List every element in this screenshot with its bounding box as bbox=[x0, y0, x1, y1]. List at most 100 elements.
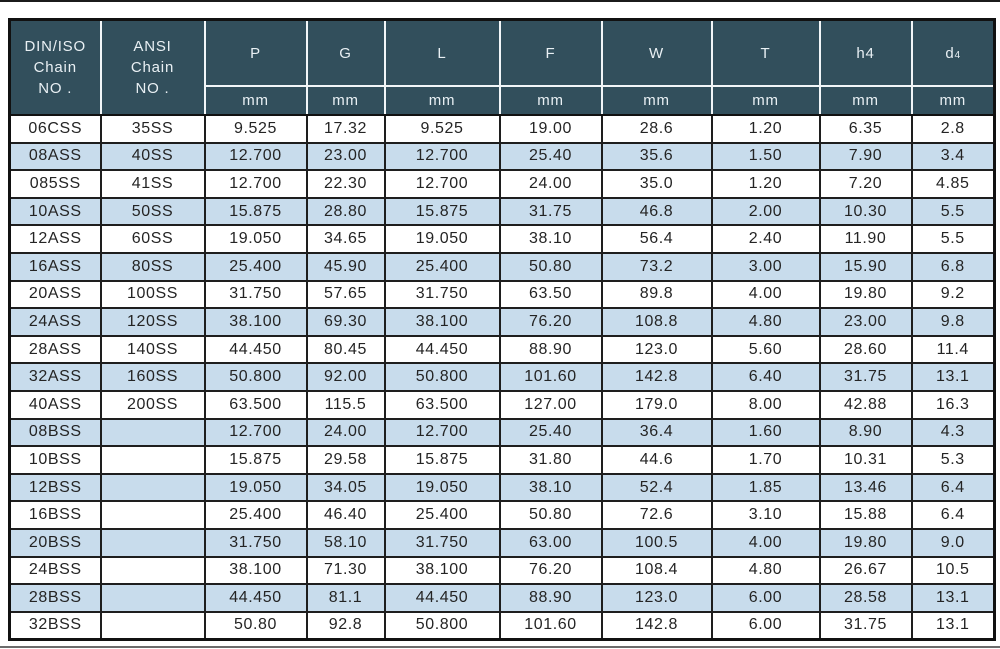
cell-value: 23.00 bbox=[818, 307, 913, 337]
cell-value: 50.80 bbox=[203, 610, 308, 641]
cell-value: 1.20 bbox=[710, 114, 821, 144]
cell-din-iso-no: 24ASS bbox=[8, 307, 102, 337]
cell-value: 34.65 bbox=[305, 224, 386, 254]
cell-ansi-no: 120SS bbox=[99, 307, 206, 337]
cell-ansi-no bbox=[99, 500, 206, 530]
cell-value: 50.800 bbox=[383, 362, 501, 392]
cell-value: 63.500 bbox=[383, 389, 501, 420]
cell-value: 127.00 bbox=[498, 389, 603, 420]
cell-value: 101.60 bbox=[498, 362, 603, 392]
cell-value: 31.750 bbox=[203, 279, 308, 310]
cell-value: 3.4 bbox=[910, 141, 996, 172]
cell-ansi-no: 35SS bbox=[99, 114, 206, 144]
cell-value: 46.8 bbox=[600, 196, 713, 227]
table-row: 06CSS 35SS 9.525 17.32 9.525 19.00 28.6 1.20 6.3… bbox=[8, 114, 996, 144]
cell-value: 1.20 bbox=[710, 169, 821, 199]
cell-value: 28.60 bbox=[818, 334, 913, 365]
subscript-4: 4 bbox=[954, 49, 961, 61]
cell-value: 25.400 bbox=[383, 500, 501, 530]
cell-value: 28.80 bbox=[305, 196, 386, 227]
cell-value: 88.90 bbox=[498, 583, 603, 613]
cell-value: 63.500 bbox=[203, 389, 308, 420]
cell-value: 5.3 bbox=[910, 445, 996, 475]
cell-value: 69.30 bbox=[305, 307, 386, 337]
cell-value: 15.90 bbox=[818, 251, 913, 282]
cell-din-iso-no: 10BSS bbox=[8, 445, 102, 475]
cell-value: 36.4 bbox=[600, 417, 713, 448]
cell-value: 72.6 bbox=[600, 500, 713, 530]
cell-value: 50.80 bbox=[498, 500, 603, 530]
cell-value: 38.10 bbox=[498, 224, 603, 254]
cell-value: 15.875 bbox=[383, 196, 501, 227]
cell-ansi-no bbox=[99, 555, 206, 586]
cell-din-iso-no: 40ASS bbox=[8, 389, 102, 420]
table-row: 32ASS 160SS 50.800 92.00 50.800 101.60 142.8 6.… bbox=[8, 362, 996, 392]
cell-value: 8.00 bbox=[710, 389, 821, 420]
cell-ansi-no: 140SS bbox=[99, 334, 206, 365]
header-col-t: T bbox=[710, 19, 821, 87]
header-col-p: P bbox=[203, 19, 308, 87]
cell-value: 23.00 bbox=[305, 141, 386, 172]
cell-value: 38.10 bbox=[498, 472, 603, 503]
cell-value: 81.1 bbox=[305, 583, 386, 613]
cell-value: 6.35 bbox=[818, 114, 913, 144]
cell-din-iso-no: 08BSS bbox=[8, 417, 102, 448]
bottom-horizontal-rule bbox=[0, 646, 1000, 648]
cell-din-iso-no: 24BSS bbox=[8, 555, 102, 586]
cell-value: 123.0 bbox=[600, 334, 713, 365]
header-col-f: F bbox=[498, 19, 603, 87]
cell-value: 108.8 bbox=[600, 307, 713, 337]
cell-value: 38.100 bbox=[383, 555, 501, 586]
cell-value: 9.525 bbox=[203, 114, 308, 144]
unit-cell-f: mm bbox=[498, 86, 603, 116]
cell-value: 3.10 bbox=[710, 500, 821, 530]
cell-din-iso-no: 16ASS bbox=[8, 251, 102, 282]
unit-cell-t: mm bbox=[710, 86, 821, 116]
cell-value: 38.100 bbox=[203, 555, 308, 586]
cell-value: 89.8 bbox=[600, 279, 713, 310]
cell-ansi-no: 40SS bbox=[99, 141, 206, 172]
cell-value: 80.45 bbox=[305, 334, 386, 365]
cell-value: 1.60 bbox=[710, 417, 821, 448]
table-row: 24ASS 120SS 38.100 69.30 38.100 76.20 108.8 4.8… bbox=[8, 307, 996, 337]
header-col-w: W bbox=[600, 19, 713, 87]
cell-value: 46.40 bbox=[305, 500, 386, 530]
cell-value: 31.80 bbox=[498, 445, 603, 475]
unit-cell-l: mm bbox=[383, 86, 501, 116]
cell-value: 123.0 bbox=[600, 583, 713, 613]
unit-cell-h4: mm bbox=[818, 86, 913, 116]
cell-value: 35.0 bbox=[600, 169, 713, 199]
table-row: 28ASS 140SS 44.450 80.45 44.450 88.90 123.0 5.6… bbox=[8, 334, 996, 365]
cell-value: 31.75 bbox=[818, 362, 913, 392]
cell-value: 10.31 bbox=[818, 445, 913, 475]
cell-value: 12.700 bbox=[383, 141, 501, 172]
table-row: 16BSS 25.400 46.40 25.400 50.80 72.6 3.10 15.88… bbox=[8, 500, 996, 530]
cell-din-iso-no: 085SS bbox=[8, 169, 102, 199]
cell-value: 4.00 bbox=[710, 527, 821, 558]
cell-ansi-no bbox=[99, 472, 206, 503]
cell-value: 1.50 bbox=[710, 141, 821, 172]
cell-value: 142.8 bbox=[600, 362, 713, 392]
cell-value: 15.875 bbox=[383, 445, 501, 475]
cell-value: 88.90 bbox=[498, 334, 603, 365]
cell-value: 1.85 bbox=[710, 472, 821, 503]
cell-value: 11.4 bbox=[910, 334, 996, 365]
cell-value: 28.58 bbox=[818, 583, 913, 613]
cell-ansi-no: 80SS bbox=[99, 251, 206, 282]
cell-value: 24.00 bbox=[498, 169, 603, 199]
cell-ansi-no bbox=[99, 583, 206, 613]
cell-value: 10.30 bbox=[818, 196, 913, 227]
cell-din-iso-no: 12ASS bbox=[8, 224, 102, 254]
header-col-d4: d4 bbox=[910, 19, 996, 87]
cell-din-iso-no: 20ASS bbox=[8, 279, 102, 310]
table-row: 08BSS 12.700 24.00 12.700 25.40 36.4 1.60 8.90 4… bbox=[8, 417, 996, 448]
cell-value: 44.450 bbox=[203, 583, 308, 613]
table-row: 12ASS 60SS 19.050 34.65 19.050 38.10 56.4 2.40 1… bbox=[8, 224, 996, 254]
cell-value: 25.400 bbox=[203, 500, 308, 530]
cell-value: 108.4 bbox=[600, 555, 713, 586]
table-row: 28BSS 44.450 81.1 44.450 88.90 123.0 6.00 28.58… bbox=[8, 583, 996, 613]
cell-value: 13.46 bbox=[818, 472, 913, 503]
header-col-g: G bbox=[305, 19, 386, 87]
cell-value: 71.30 bbox=[305, 555, 386, 586]
cell-value: 42.88 bbox=[818, 389, 913, 420]
